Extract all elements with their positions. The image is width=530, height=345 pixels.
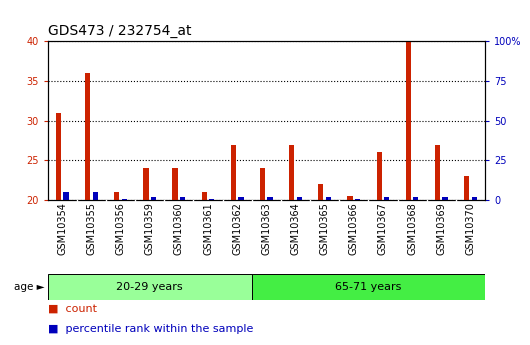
Bar bbox=[268, 197, 273, 200]
Bar bbox=[238, 197, 244, 200]
Bar bbox=[201, 192, 207, 200]
Text: GSM10354: GSM10354 bbox=[57, 202, 67, 255]
Bar bbox=[347, 196, 352, 200]
Bar bbox=[114, 192, 119, 200]
Text: GSM10366: GSM10366 bbox=[349, 202, 359, 255]
Text: GSM10368: GSM10368 bbox=[407, 202, 417, 255]
Bar bbox=[260, 168, 265, 200]
Bar bbox=[56, 113, 61, 200]
Text: ■  count: ■ count bbox=[48, 304, 96, 314]
Bar bbox=[326, 197, 331, 200]
Text: 20-29 years: 20-29 years bbox=[117, 282, 183, 292]
Text: GSM10359: GSM10359 bbox=[145, 202, 155, 255]
Text: GSM10356: GSM10356 bbox=[116, 202, 126, 255]
Text: GSM10361: GSM10361 bbox=[203, 202, 213, 255]
Bar bbox=[443, 197, 448, 200]
Text: ■  percentile rank within the sample: ■ percentile rank within the sample bbox=[48, 324, 253, 334]
Text: GSM10362: GSM10362 bbox=[232, 202, 242, 255]
Text: GSM10370: GSM10370 bbox=[465, 202, 475, 255]
Bar bbox=[209, 198, 215, 200]
Bar bbox=[405, 41, 411, 200]
Text: GSM10363: GSM10363 bbox=[261, 202, 271, 255]
Bar bbox=[180, 197, 186, 200]
Bar bbox=[472, 197, 477, 200]
Bar bbox=[172, 168, 178, 200]
Text: GSM10369: GSM10369 bbox=[436, 202, 446, 255]
Bar bbox=[252, 274, 485, 300]
Bar bbox=[151, 197, 156, 200]
Bar bbox=[318, 184, 323, 200]
Text: GSM10360: GSM10360 bbox=[174, 202, 184, 255]
Text: 65-71 years: 65-71 years bbox=[335, 282, 402, 292]
Bar bbox=[231, 145, 236, 200]
Text: age ►: age ► bbox=[14, 282, 45, 292]
Bar bbox=[122, 198, 127, 200]
Bar bbox=[48, 274, 252, 300]
Bar bbox=[93, 192, 98, 200]
Text: GSM10355: GSM10355 bbox=[86, 202, 96, 255]
Bar bbox=[376, 152, 382, 200]
Bar bbox=[355, 198, 360, 200]
Bar bbox=[464, 176, 469, 200]
Text: GSM10367: GSM10367 bbox=[378, 202, 388, 255]
Bar bbox=[64, 192, 69, 200]
Bar bbox=[85, 73, 90, 200]
Bar bbox=[289, 145, 294, 200]
Text: GSM10365: GSM10365 bbox=[320, 202, 330, 255]
Bar bbox=[143, 168, 148, 200]
Bar bbox=[384, 197, 390, 200]
Text: GSM10364: GSM10364 bbox=[290, 202, 301, 255]
Bar bbox=[297, 197, 302, 200]
Bar bbox=[435, 145, 440, 200]
Text: GDS473 / 232754_at: GDS473 / 232754_at bbox=[48, 24, 191, 38]
Bar bbox=[413, 197, 419, 200]
